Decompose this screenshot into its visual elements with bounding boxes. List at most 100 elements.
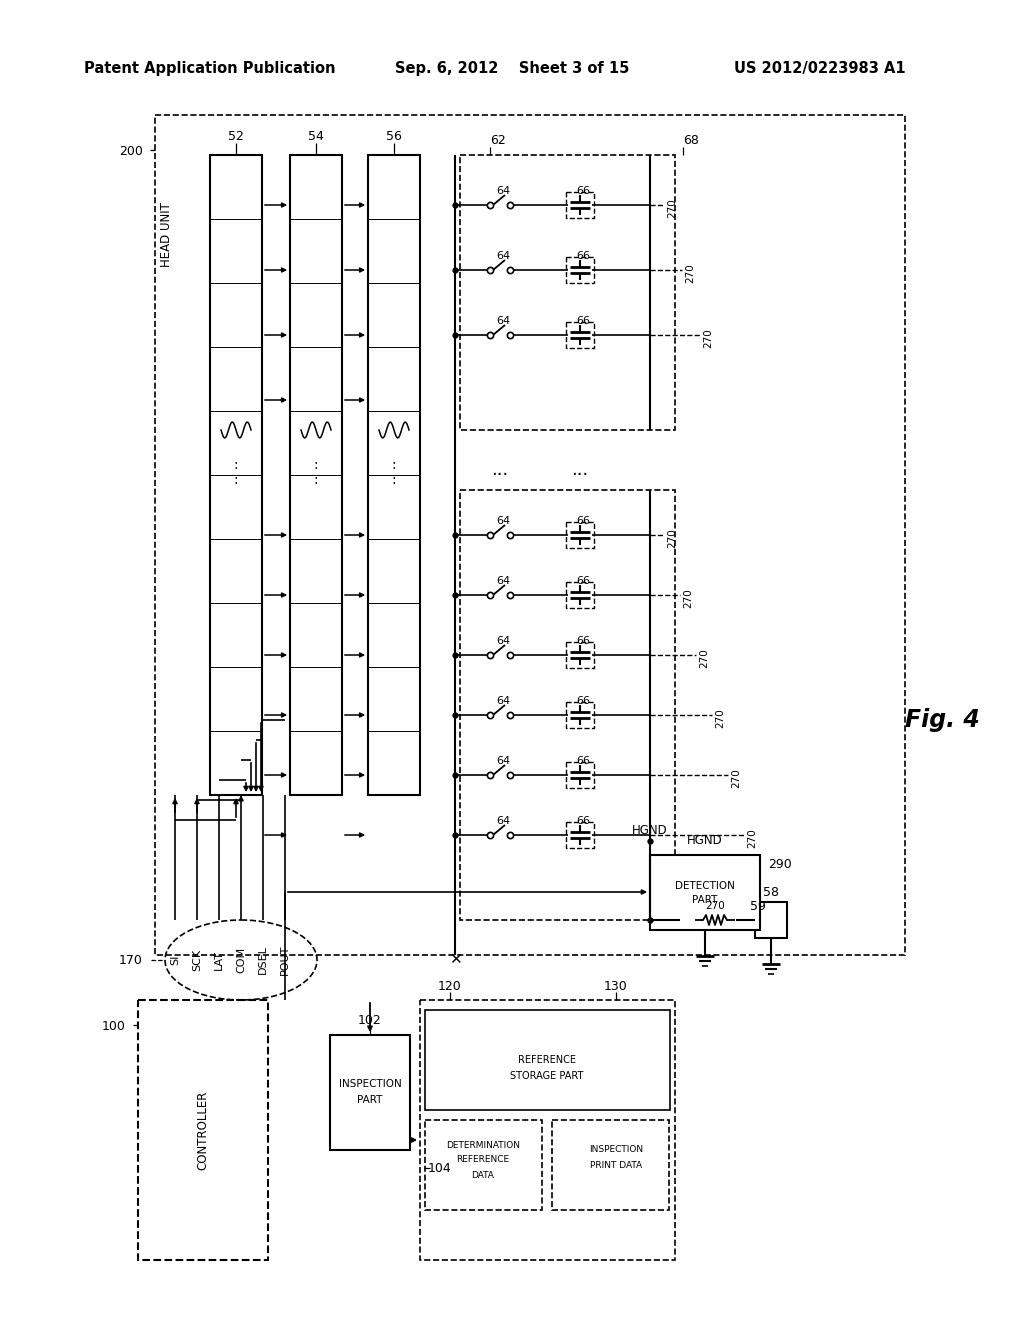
Text: 270: 270 (699, 648, 709, 668)
Text: 270: 270 (667, 198, 677, 218)
Text: 52: 52 (228, 131, 244, 144)
Text: 56: 56 (386, 131, 402, 144)
Text: Patent Application Publication: Patent Application Publication (84, 61, 336, 75)
Text: :: : (392, 458, 396, 473)
Text: 270: 270 (715, 708, 725, 727)
Text: HGND: HGND (687, 834, 723, 847)
Text: 130: 130 (604, 979, 628, 993)
Bar (210, 154, 262, 795)
Text: :: : (313, 458, 318, 473)
Text: :: : (313, 473, 318, 487)
Text: 66: 66 (575, 756, 590, 766)
Text: 270: 270 (685, 263, 695, 282)
Text: 270: 270 (667, 528, 677, 548)
Text: PRINT DATA: PRINT DATA (590, 1160, 642, 1170)
Text: INSPECTION: INSPECTION (339, 1078, 401, 1089)
Text: 64: 64 (496, 756, 510, 766)
Text: 270: 270 (703, 329, 713, 348)
Text: 66: 66 (575, 816, 590, 826)
Bar (155, 115, 905, 954)
Text: CONTROLLER: CONTROLLER (197, 1090, 210, 1170)
Bar (566, 762, 594, 788)
Text: 64: 64 (496, 576, 510, 586)
Bar (566, 642, 594, 668)
Text: 290: 290 (768, 858, 792, 871)
Text: :: : (233, 458, 239, 473)
Text: HGND: HGND (632, 825, 668, 837)
Bar (330, 1035, 410, 1150)
Text: 104: 104 (428, 1162, 452, 1175)
Text: STORAGE PART: STORAGE PART (510, 1071, 584, 1081)
Text: 100: 100 (102, 1020, 126, 1034)
Text: :: : (233, 473, 239, 487)
Bar (290, 154, 342, 795)
Text: 64: 64 (496, 696, 510, 706)
Text: 270: 270 (731, 768, 741, 788)
Text: 62: 62 (490, 135, 506, 148)
Text: PART: PART (692, 895, 718, 906)
Text: 64: 64 (496, 315, 510, 326)
Text: 66: 66 (575, 516, 590, 525)
Text: POUT: POUT (280, 945, 290, 975)
Text: 66: 66 (575, 186, 590, 195)
Text: Fig. 4: Fig. 4 (904, 708, 979, 733)
Text: 64: 64 (496, 186, 510, 195)
Text: 58: 58 (763, 886, 779, 899)
Bar (566, 582, 594, 609)
Text: ✕: ✕ (449, 953, 462, 968)
Bar (755, 902, 787, 939)
Text: DSEL: DSEL (258, 945, 268, 974)
Text: PART: PART (357, 1096, 383, 1105)
Text: DATA: DATA (472, 1171, 495, 1180)
Text: DETERMINATION: DETERMINATION (446, 1140, 520, 1150)
Text: 59: 59 (750, 899, 766, 912)
Text: 64: 64 (496, 816, 510, 826)
Text: 64: 64 (496, 636, 510, 645)
Text: Sep. 6, 2012    Sheet 3 of 15: Sep. 6, 2012 Sheet 3 of 15 (395, 61, 629, 75)
Text: SI: SI (170, 954, 180, 965)
Text: ...: ... (571, 461, 589, 479)
Text: ...: ... (492, 461, 509, 479)
Text: 64: 64 (496, 251, 510, 261)
Text: 66: 66 (575, 636, 590, 645)
Text: LAT: LAT (214, 950, 224, 970)
Text: 120: 120 (438, 979, 462, 993)
Text: 200: 200 (119, 145, 143, 158)
Bar (566, 191, 594, 218)
Bar (566, 322, 594, 348)
Text: 68: 68 (683, 135, 698, 148)
Bar (420, 1001, 675, 1261)
Text: 270: 270 (683, 589, 693, 609)
Text: 270: 270 (746, 828, 757, 847)
Bar (566, 822, 594, 847)
Text: 54: 54 (308, 131, 324, 144)
Bar (566, 257, 594, 282)
Text: 64: 64 (496, 516, 510, 525)
Text: SCK: SCK (193, 949, 202, 972)
Bar (460, 490, 675, 920)
Bar (368, 154, 420, 795)
Text: 270: 270 (706, 902, 725, 911)
Bar (552, 1119, 669, 1210)
Bar (425, 1119, 542, 1210)
Bar (566, 521, 594, 548)
Bar (425, 1010, 670, 1110)
Text: HEAD UNIT: HEAD UNIT (161, 202, 173, 268)
Text: 66: 66 (575, 576, 590, 586)
Text: US 2012/0223983 A1: US 2012/0223983 A1 (734, 61, 906, 75)
Bar (650, 855, 760, 931)
Bar (460, 154, 675, 430)
Text: :: : (392, 473, 396, 487)
Text: INSPECTION: INSPECTION (589, 1146, 643, 1155)
Text: 102: 102 (358, 1015, 382, 1027)
Text: DETECTION: DETECTION (675, 880, 735, 891)
Text: REFERENCE: REFERENCE (457, 1155, 510, 1164)
Text: 66: 66 (575, 696, 590, 706)
Text: 170: 170 (119, 953, 143, 966)
Bar (138, 1001, 268, 1261)
Text: COM: COM (236, 946, 246, 973)
Text: 66: 66 (575, 315, 590, 326)
Text: 66: 66 (575, 251, 590, 261)
Bar (566, 702, 594, 729)
Text: REFERENCE: REFERENCE (518, 1055, 575, 1065)
